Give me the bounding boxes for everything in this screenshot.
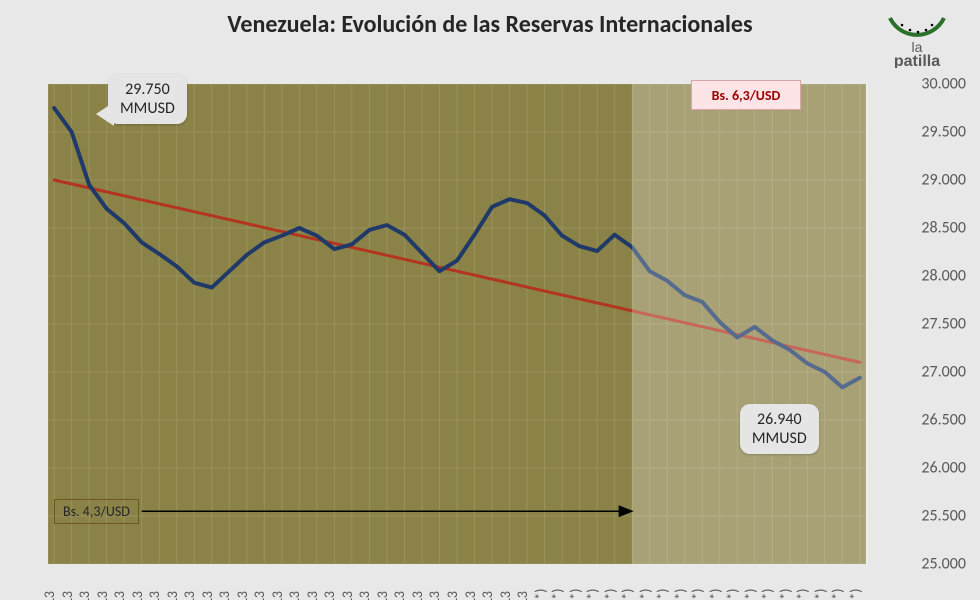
y-tick-label: 25.000: [921, 555, 966, 574]
x-tick-label: L3: [41, 591, 58, 600]
x-tick-label: (*): [637, 589, 654, 600]
x-tick-label: L3: [199, 591, 216, 600]
x-tick-label: (*): [654, 589, 671, 600]
x-tick-label: (*): [812, 589, 829, 600]
x-tick-label: L3: [304, 591, 321, 600]
x-tick-label: (*): [584, 589, 601, 600]
y-axis-labels: 25.00025.50026.00026.50027.00027.50028.0…: [880, 84, 980, 564]
y-tick-label: 29.000: [921, 171, 966, 190]
y-tick-label: 27.000: [921, 363, 966, 382]
x-tick-label: L3: [251, 591, 268, 600]
x-tick-label: (*): [724, 589, 741, 600]
x-axis-labels: L3L3L3L3L3L3L3L3L3L3L3L3L3L3L3L3L3L3L3L3…: [48, 568, 866, 598]
y-tick-label: 28.500: [921, 219, 966, 238]
x-tick-label: L3: [339, 591, 356, 600]
x-tick-label: L3: [94, 591, 111, 600]
x-tick-label: L3: [59, 591, 76, 600]
x-tick-label: (*): [672, 589, 689, 600]
x-tick-label: (*): [742, 589, 759, 600]
svg-text:patilla: patilla: [894, 53, 940, 68]
y-tick-label: 25.500: [921, 507, 966, 526]
y-tick-label: 30.000: [921, 75, 966, 94]
arrow-indicator: [48, 84, 866, 564]
x-tick-label: L3: [409, 591, 426, 600]
x-tick-label: L3: [479, 591, 496, 600]
x-tick-label: (*): [567, 589, 584, 600]
brand-logo: la patilla: [872, 8, 962, 68]
x-tick-label: L3: [391, 591, 408, 600]
x-tick-label: L3: [286, 591, 303, 600]
x-tick-label: (*): [829, 589, 846, 600]
chart-title: Venezuela: Evolución de las Reservas Int…: [0, 10, 980, 39]
x-tick-label: L3: [426, 591, 443, 600]
plot-area: Bs. 6,3/USD 29.750 MMUSD 26.940 MMUSD Bs…: [48, 84, 866, 564]
x-tick-label: (*): [707, 589, 724, 600]
x-tick-label: (*): [532, 589, 549, 600]
x-tick-label: L3: [146, 591, 163, 600]
x-tick-label: L3: [234, 591, 251, 600]
x-tick-label: L3: [129, 591, 146, 600]
x-tick-label: (*): [602, 589, 619, 600]
x-tick-label: L3: [356, 591, 373, 600]
x-tick-label: L3: [374, 591, 391, 600]
y-tick-label: 29.500: [921, 123, 966, 142]
x-tick-label: (*): [847, 589, 864, 600]
x-tick-label: L3: [497, 591, 514, 600]
y-tick-label: 26.000: [921, 459, 966, 478]
x-tick-label: (*): [689, 589, 706, 600]
x-tick-label: (*): [794, 589, 811, 600]
y-tick-label: 26.500: [921, 411, 966, 430]
x-tick-label: L3: [462, 591, 479, 600]
x-tick-label: (*): [619, 589, 636, 600]
x-tick-label: L3: [216, 591, 233, 600]
x-tick-label: L3: [444, 591, 461, 600]
x-tick-label: L3: [164, 591, 181, 600]
x-tick-label: L3: [514, 591, 531, 600]
x-tick-label: L3: [269, 591, 286, 600]
x-tick-label: (*): [777, 589, 794, 600]
x-tick-label: (*): [549, 589, 566, 600]
x-tick-label: L3: [111, 591, 128, 600]
x-tick-label: (*): [759, 589, 776, 600]
x-tick-label: L3: [181, 591, 198, 600]
y-tick-label: 28.000: [921, 267, 966, 286]
x-tick-label: L3: [321, 591, 338, 600]
x-tick-label: L3: [76, 591, 93, 600]
y-tick-label: 27.500: [921, 315, 966, 334]
